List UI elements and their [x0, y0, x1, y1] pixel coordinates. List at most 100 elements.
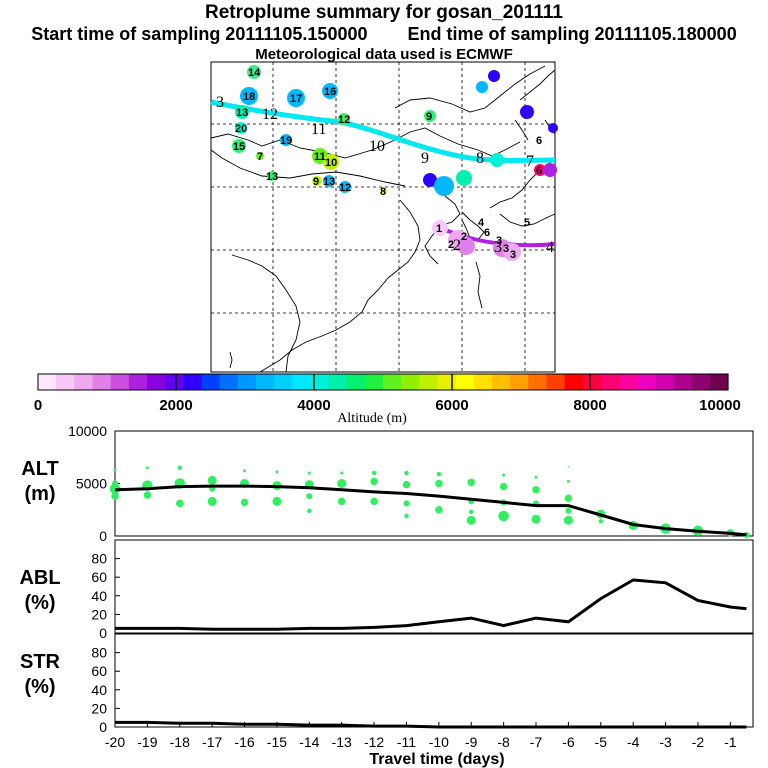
- alt-y-ticks: 10000 5000 0: [68, 423, 120, 544]
- colorbar-tick: 10000: [699, 397, 741, 414]
- alt-scatter-point: [306, 493, 313, 500]
- x-tick-label: -8: [497, 734, 510, 750]
- sampling-times: Start time of sampling 20111105.150000 E…: [0, 24, 768, 45]
- colorbar-cell: [473, 374, 493, 390]
- colorbar-cell: [510, 374, 529, 390]
- alt-scatter-point: [370, 477, 378, 486]
- trajectory-label: 3: [494, 239, 502, 256]
- cluster-8b: [381, 188, 387, 194]
- x-tick-label: -14: [299, 734, 319, 750]
- colorbar-cell: [437, 374, 457, 390]
- cluster-label: 7: [257, 151, 263, 163]
- x-tick-label: -5: [595, 734, 608, 750]
- cluster-label: 12: [338, 114, 350, 126]
- panel-str: STR (%) 80 60 40 20 0: [20, 633, 754, 735]
- cluster-3b: [503, 243, 521, 261]
- x-tick-label: -7: [530, 734, 543, 750]
- y-tick-label: 10000: [68, 423, 107, 439]
- colorbar-cell: [201, 374, 221, 390]
- cluster-9a: [312, 176, 322, 186]
- trajectory-label: 2: [453, 237, 461, 254]
- trajectory-label: 12: [262, 106, 278, 123]
- trajectory-day-labels: 3 12 11 10 9 8 7 2 3 4: [216, 94, 554, 256]
- map-graticule: [211, 62, 555, 372]
- colorbar-cell: [383, 374, 402, 390]
- colorbar: 0 2000 4000 6000 8000 10000 Altitude (m): [34, 373, 741, 426]
- upper-trajectory: [210, 99, 556, 163]
- alt-ylabel-line1: ALT: [21, 458, 58, 480]
- cluster-label: 6: [536, 165, 542, 177]
- x-tick-label: -2: [692, 734, 705, 750]
- x-tick-label: -10: [429, 734, 449, 750]
- colorbar-cell: [637, 374, 656, 390]
- cluster-label: 12: [339, 182, 351, 194]
- alt-scatter-point: [567, 465, 570, 468]
- alt-scatter-point: [111, 492, 119, 500]
- alt-scatter-point: [436, 471, 442, 477]
- x-tick-label: -3: [659, 734, 672, 750]
- alt-scatter-point: [340, 471, 344, 475]
- colorbar-cell: [346, 374, 366, 390]
- alt-scatter-point: [566, 479, 570, 483]
- alt-scatter-point: [468, 509, 474, 515]
- alt-scatter-point: [499, 482, 508, 491]
- cluster-label: 20: [235, 123, 247, 135]
- trajectory-label: 4: [546, 239, 554, 256]
- cluster-12b: [339, 181, 351, 193]
- y-tick-label: 0: [99, 719, 107, 735]
- cluster-13b: [267, 171, 277, 181]
- alt-scatter-point: [403, 500, 410, 507]
- x-tick-label: -6: [562, 734, 575, 750]
- alt-scatter-point: [207, 496, 217, 506]
- alt-scatter-point: [371, 470, 377, 476]
- alt-scatter-point: [307, 471, 311, 475]
- colorbar-cell: [237, 374, 257, 390]
- x-axis: -20 -19 -18 -17 -16 -15 -14 -13 -12 -11 -10 -9 -8 -7 -…: [105, 722, 737, 750]
- cluster-14: [247, 65, 261, 79]
- colorbar-cell: [219, 374, 239, 390]
- colorbar-cell: [364, 374, 384, 390]
- cluster-label: 6: [536, 135, 542, 147]
- cluster-top-right-b: [476, 81, 488, 93]
- alt-scatter-point: [145, 466, 149, 470]
- x-tick-label: -16: [234, 734, 254, 750]
- str-ylabel-line1: STR: [20, 651, 61, 673]
- x-tick-label: -15: [267, 734, 287, 750]
- alt-scatter-point: [243, 469, 246, 473]
- trajectory-label: 11: [311, 121, 326, 138]
- y-tick-label: 60: [91, 663, 107, 679]
- trajectory-label: 8: [476, 150, 484, 167]
- y-tick-label: 5000: [76, 476, 107, 492]
- cluster-7: [256, 152, 264, 160]
- cluster-20: [235, 122, 247, 134]
- x-tick-label: -19: [137, 734, 157, 750]
- start-time-label: Start time of sampling 20111105.150000: [31, 24, 368, 44]
- abl-series-line: [115, 578, 747, 631]
- colorbar-cell: [691, 374, 711, 390]
- alt-scatter-point: [466, 515, 476, 525]
- alt-scatter-point: [435, 506, 443, 514]
- coastlines: [210, 65, 556, 373]
- cluster-label: 1: [436, 223, 442, 235]
- cluster-label: 9: [426, 111, 432, 123]
- cluster-label: 2: [448, 239, 454, 251]
- y-tick-label: 20: [91, 606, 107, 622]
- trajectory-label: 10: [369, 138, 385, 155]
- alt-scatter-point: [565, 507, 572, 514]
- alt-scatter-point: [272, 496, 282, 506]
- cluster-label: 15: [233, 141, 245, 153]
- cluster-1: [432, 220, 448, 236]
- y-tick-label: 40: [91, 682, 107, 698]
- alt-scatter-point: [112, 480, 118, 487]
- x-tick-label: -11: [397, 734, 416, 750]
- alt-scatter-point: [176, 499, 184, 508]
- cluster-edge: [548, 123, 558, 133]
- colorbar-cell: [582, 374, 602, 390]
- colorbar-cell: [310, 374, 330, 390]
- x-tick-label: -9: [465, 734, 478, 750]
- alt-scatter-point: [240, 498, 249, 507]
- alt-scatter-point: [435, 479, 443, 488]
- cluster-label: 14: [248, 67, 261, 79]
- y-tick-label: 60: [91, 569, 107, 585]
